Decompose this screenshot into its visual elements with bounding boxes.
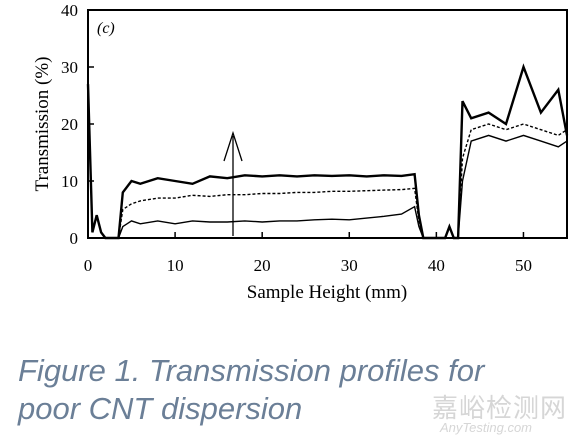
series-line-1	[87, 84, 568, 239]
y-axis-label: Transmission (%)	[32, 57, 53, 192]
caption-line-2: poor CNT dispersion	[18, 391, 303, 426]
trend-arrow	[223, 130, 243, 236]
x-tick-label: 30	[341, 256, 358, 275]
y-tick-label: 30	[61, 58, 78, 77]
figure-caption: Figure 1. Transmission profiles for poor…	[18, 352, 578, 428]
y-tick-label: 20	[61, 115, 78, 134]
trend-arrow-head	[223, 130, 243, 162]
caption-line-1: Figure 1. Transmission profiles for	[18, 353, 485, 388]
watermark-logo-cn: 嘉峪检测网	[432, 394, 568, 424]
series-line-3	[86, 63, 569, 240]
series-layer	[86, 63, 569, 240]
y-tick-label: 40	[61, 1, 78, 20]
y-tick-label: 10	[61, 172, 78, 191]
x-axis-label: Sample Height (mm)	[247, 282, 407, 303]
x-tick-label: 20	[254, 256, 271, 275]
plot-frame	[87, 9, 568, 239]
y-ticks: 0 10 20 30 40	[61, 1, 94, 248]
x-ticks: 0 10 20 30 40 50	[84, 232, 532, 275]
y-tick-label: 0	[70, 229, 79, 248]
x-tick-label: 50	[515, 256, 532, 275]
x-tick-label: 10	[167, 256, 184, 275]
series-line-2	[87, 84, 568, 239]
x-tick-label: 40	[428, 256, 445, 275]
watermark-logo-en: AnyTesting.com	[440, 420, 533, 435]
transmission-chart: 0 10 20 30 40 50 0 10 20 30 40 (c) Sample Height …	[32, 1, 569, 303]
panel-label: (c)	[97, 20, 115, 37]
x-tick-label: 0	[84, 256, 93, 275]
